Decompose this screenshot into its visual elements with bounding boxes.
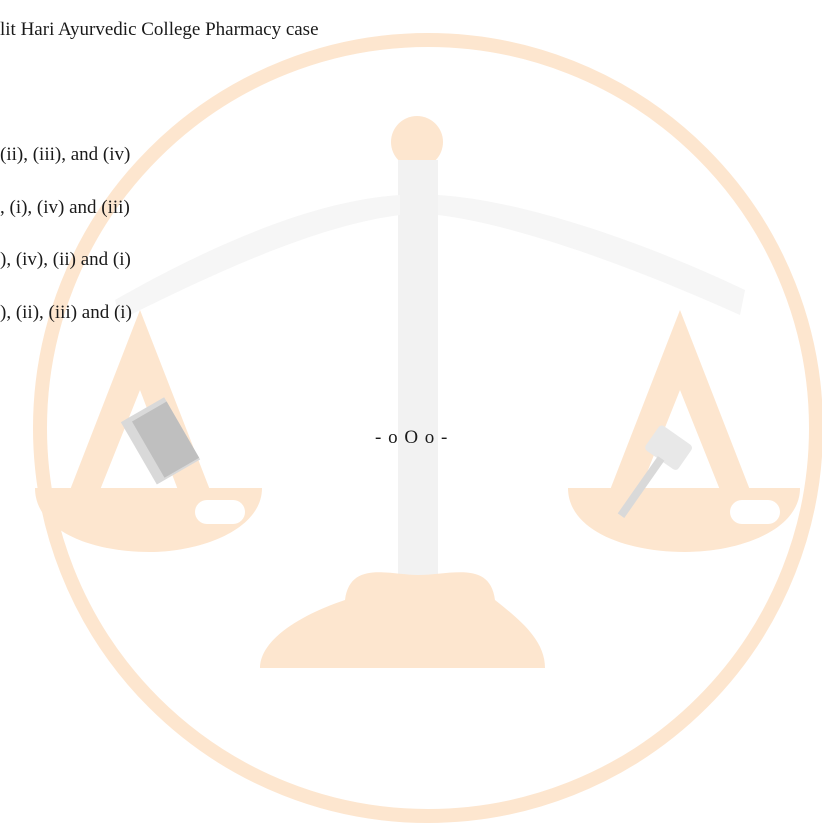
option: ), (ii), (iii) and (i)	[0, 303, 132, 322]
page: {"document": {"heading_fragment": "lit H…	[0, 0, 822, 823]
watermark-pan-highlight	[730, 500, 780, 524]
watermark	[0, 0, 822, 823]
option: (ii), (iii), and (iv)	[0, 145, 130, 164]
watermark-beam-right	[438, 195, 745, 315]
end-mark: - o O o -	[375, 428, 448, 447]
watermark-base	[260, 572, 545, 668]
watermark-pan-highlight	[195, 500, 245, 524]
watermark-beam-left	[115, 195, 400, 320]
option: ), (iv), (ii) and (i)	[0, 250, 131, 269]
heading-fragment: lit Hari Ayurvedic College Pharmacy case	[0, 20, 319, 39]
watermark-pillar	[398, 160, 438, 600]
option: , (i), (iv) and (iii)	[0, 198, 130, 217]
